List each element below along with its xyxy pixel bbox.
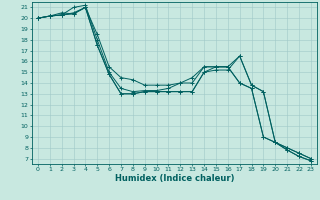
X-axis label: Humidex (Indice chaleur): Humidex (Indice chaleur) — [115, 174, 234, 183]
